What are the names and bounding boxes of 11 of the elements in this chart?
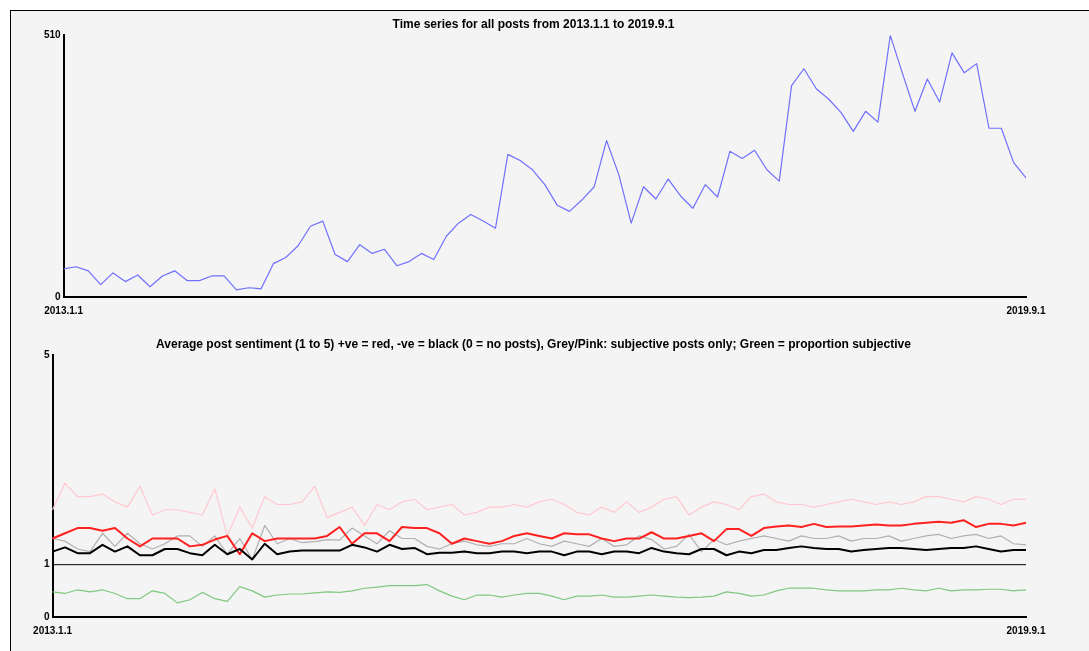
y-tick-label: 0 bbox=[55, 290, 62, 302]
y-tick-label: 0 bbox=[44, 610, 50, 622]
chart-title: Time series for all posts from 2013.1.1 to 2019.9.1 bbox=[392, 16, 675, 31]
y-tick-label: 1 bbox=[44, 558, 50, 570]
y-tick-label: 510 bbox=[44, 29, 62, 41]
x-tick-label: 2019.9.1 bbox=[1006, 304, 1046, 316]
x-tick-label: 2019.9.1 bbox=[1006, 624, 1046, 636]
x-tick-label: 2013.1.1 bbox=[44, 304, 84, 316]
x-tick-label: 2013.1.1 bbox=[33, 624, 73, 636]
y-tick-label: 5 bbox=[44, 349, 50, 361]
chart-title: Average post sentiment (1 to 5) +ve = red, -ve = black (0 = no posts), Grey/Pink: subjective posts only; Green = proportion subjective bbox=[156, 336, 912, 351]
